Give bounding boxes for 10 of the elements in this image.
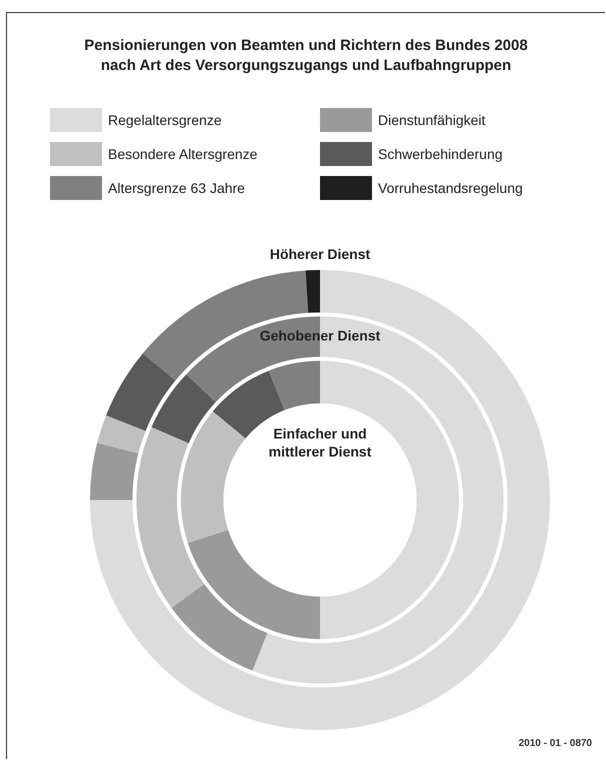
text: 2010 - 01 - 0870 bbox=[518, 738, 592, 749]
legend-label: Vorruhestandsregelung bbox=[378, 180, 523, 196]
legend-label: Dienstunfähigkeit bbox=[378, 112, 486, 128]
legend-label: Regelaltersgrenze bbox=[108, 112, 222, 128]
chart-title: Pensionierungen von Beamten und Richtern des Bundes 2008 nach Art des Versorgungszugangs und Laufbahngruppen bbox=[83, 36, 529, 76]
legend-label: Schwerbehinderung bbox=[378, 146, 503, 162]
slice-label: Höherer Dienst bbox=[270, 246, 371, 262]
legend-label: Besondere Altersgrenze bbox=[108, 146, 258, 162]
slice-label: Einfacher und mittlerer Dienst bbox=[268, 425, 372, 460]
legend-label: Altersgrenze 63 Jahre bbox=[108, 180, 245, 196]
